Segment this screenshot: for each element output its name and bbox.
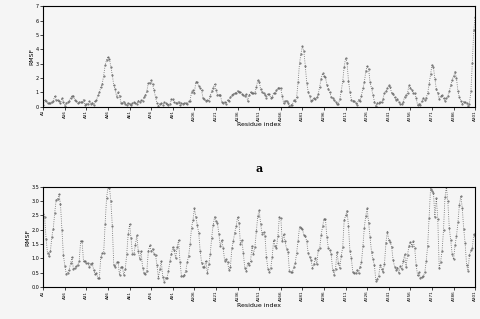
Text: a: a bbox=[255, 163, 263, 174]
Y-axis label: RMSF: RMSF bbox=[25, 228, 30, 246]
Y-axis label: RMSF: RMSF bbox=[29, 48, 35, 65]
X-axis label: Residue index: Residue index bbox=[237, 303, 281, 308]
X-axis label: Residue index: Residue index bbox=[237, 122, 281, 127]
